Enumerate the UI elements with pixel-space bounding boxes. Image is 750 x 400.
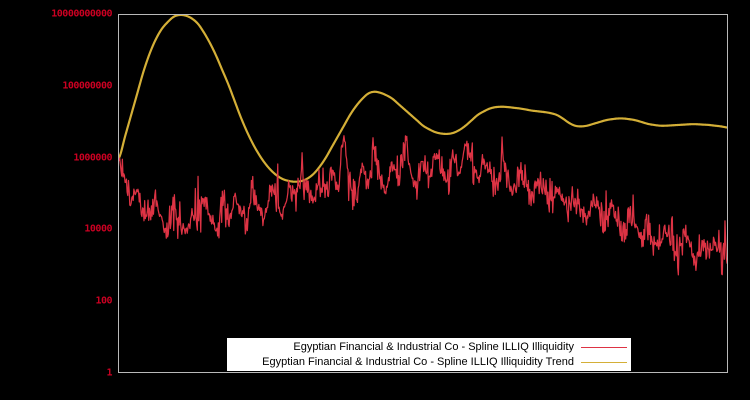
y-tick-label-1: 1 [106, 367, 112, 379]
y-tick-label-1000000: 1000000 [73, 152, 112, 164]
y-tick-label-100000000: 100000000 [62, 80, 112, 92]
legend-item-trend: Egyptian Financial & Industrial Co - Spl… [227, 355, 627, 370]
legend-swatch-trend [581, 361, 627, 363]
legend-label-illiquidity: Egyptian Financial & Industrial Co - Spl… [293, 340, 574, 353]
plot-area [118, 14, 728, 373]
legend-label-trend: Egyptian Financial & Industrial Co - Spl… [262, 355, 574, 368]
plot-svg [119, 15, 727, 276]
y-tick-label-10000000000: 10000000000 [51, 8, 112, 20]
legend-swatch-illiquidity [581, 346, 627, 348]
chart-legend: Egyptian Financial & Industrial Co - Spl… [227, 338, 631, 371]
y-tick-label-100: 100 [95, 295, 112, 307]
series-line-illiquidity [119, 135, 727, 276]
series-line-trend [119, 15, 727, 183]
y-tick-label-10000: 10000 [84, 223, 112, 235]
legend-item-illiquidity: Egyptian Financial & Industrial Co - Spl… [227, 340, 627, 355]
